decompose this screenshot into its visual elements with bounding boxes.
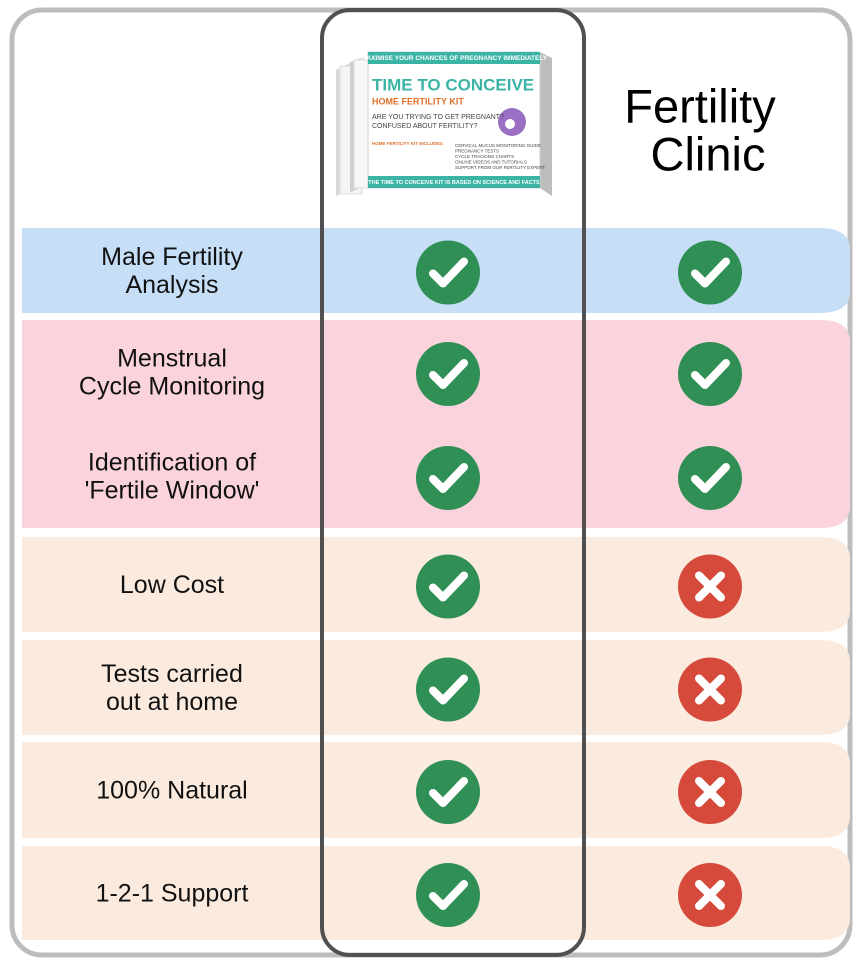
box-list-item: CERVICAL MUCUS MONITORING GUIDE [455,143,541,148]
row-label: Cycle Monitoring [79,373,265,401]
row-label: 1-2-1 Support [96,880,249,908]
check-icon [678,446,742,510]
product-box: MAXIMISE YOUR CHANCES OF PREGNANCY IMMED… [336,51,552,196]
cross-mark [695,880,725,910]
check-mark [429,463,468,493]
box-list-item: SUPPORT FROM OUR FERTILITY EXPERT [455,165,545,170]
cross-mark [695,777,725,807]
box-banner: MAXIMISE YOUR CHANCES OF PREGNANCY IMMED… [361,55,548,62]
check-icon [416,863,480,927]
check-icon [416,760,480,824]
row-label: Menstrual [117,345,227,373]
box-list-item: ONLINE VIDEOS AND TUTORIALS [455,160,527,165]
check-mark [691,257,730,288]
check-icon [678,342,742,406]
check-mark [429,257,468,288]
row-label: 100% Natural [96,777,247,805]
box-list-item: PREGNANCY TESTS [455,149,499,154]
check-icon [416,342,480,406]
clinic-title: Fertility [624,79,776,132]
check-icon [678,240,742,305]
cross-mark [695,674,725,705]
row-label: out at home [106,688,238,716]
cross-icon [678,657,742,722]
box-title: TIME TO CONCEIVE [372,75,534,94]
highlight-column [320,8,586,957]
check-mark [429,777,468,807]
row-label: Low Cost [120,571,224,599]
row-label: Identification of [88,449,256,477]
check-icon [416,657,480,722]
clinic-title: Clinic [651,127,766,180]
cross-icon [678,760,742,824]
check-mark [691,359,730,389]
check-icon [416,446,480,510]
box-subtitle: HOME FERTILITY KIT [372,96,464,106]
row-label: Analysis [125,271,218,299]
check-icon [416,240,480,305]
check-icon [416,554,480,619]
check-mark [429,674,468,705]
box-list: CERVICAL MUCUS MONITORING GUIDEPREGNANCY… [455,143,545,170]
box-question: CONFUSED ABOUT FERTILITY? [372,123,478,130]
row-label: Male Fertility [101,243,243,271]
row-label: 'Fertile Window' [85,477,260,505]
row-label: Tests carried [101,660,243,688]
check-mark [429,880,468,910]
box-question: ARE YOU TRYING TO GET PREGNANT? [372,114,504,121]
check-mark [691,463,730,493]
box-footer: THE TIME TO CONCEIVE KIT IS BASED ON SCI… [368,180,540,186]
box-list-item: CYCLE TRACKING CHARTS [455,154,514,159]
box-includes: HOME FERTILITY KIT INCLUDES: [372,141,444,146]
cross-mark [695,571,725,602]
check-mark [429,571,468,602]
row-band [22,320,850,528]
cross-icon [678,554,742,619]
check-mark [429,359,468,389]
cross-icon [678,863,742,927]
